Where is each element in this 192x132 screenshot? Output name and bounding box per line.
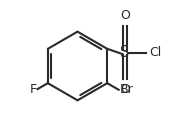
- Text: F: F: [30, 83, 37, 96]
- Text: O: O: [120, 10, 130, 22]
- Text: O: O: [120, 83, 130, 96]
- Text: S: S: [120, 45, 130, 60]
- Text: Cl: Cl: [149, 46, 162, 59]
- Text: Br: Br: [119, 83, 133, 96]
